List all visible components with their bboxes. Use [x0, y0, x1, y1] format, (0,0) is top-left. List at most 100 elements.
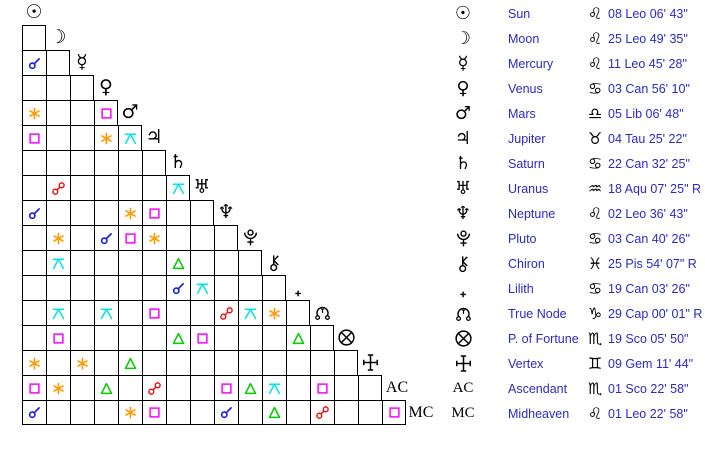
aspect-cell-uranus-saturn-quincunx [166, 175, 190, 200]
planet-name: Mercury [508, 56, 554, 71]
legend-row-truenode: True Node ♑ 29 Cap 00' 01" R [448, 301, 705, 326]
legend-row-pof: P. of Fortune ♏ 19 Sco 05' 50" [448, 326, 705, 351]
quincunx-aspect-icon [172, 183, 184, 194]
aspect-cell-empty [46, 200, 70, 225]
aspect-cell-vertex-mercury-sextile [70, 350, 94, 375]
aspect-cell-empty [238, 400, 262, 425]
aspect-cell-truenode-chiron-sextile [262, 300, 286, 325]
sextile-aspect-icon [101, 132, 112, 144]
square-aspect-icon [149, 207, 160, 219]
cancer-icon: ♋ [587, 153, 603, 173]
aspect-cell-empty [214, 275, 238, 300]
aspect-cell-truenode-moon-quincunx [46, 300, 70, 325]
diagonal-midheaven: MC [406, 400, 434, 425]
aspect-cell-empty [118, 175, 142, 200]
aspect-cell-ascendant-venus-trine [94, 375, 118, 400]
grid-row-vertex [22, 350, 382, 375]
aspect-cell-empty [70, 300, 94, 325]
aspect-cell-empty [70, 125, 94, 150]
quincunx-aspect-icon [100, 308, 113, 319]
aspect-cell-empty [22, 25, 46, 50]
trine-aspect-icon [172, 332, 185, 344]
aspect-cell-empty [22, 225, 46, 250]
sun-icon: ☉ [25, 1, 43, 23]
jupiter-icon: ♃ [145, 126, 163, 148]
legend-row-venus: ♀ Venus ♋ 03 Can 56' 10" [448, 76, 705, 101]
pluto-icon [454, 228, 473, 249]
diagonal-pof [334, 325, 358, 350]
trine-aspect-icon [100, 382, 113, 394]
mercury-icon: ☿ [76, 51, 88, 73]
aspect-cell-empty [22, 275, 46, 300]
diagonal-ascendant: AC [382, 375, 409, 400]
pisces-icon: ♓ [587, 253, 603, 273]
diagonal-neptune: ♆ [214, 200, 238, 225]
venus-icon: ♀ [99, 76, 113, 98]
aspect-cell-empty [334, 375, 358, 400]
aspect-cell-midheaven-mars-sextile [118, 400, 142, 425]
lilith-icon [454, 278, 473, 299]
neptune-icon: ♆ [454, 202, 472, 224]
quincunx-aspect-icon [268, 383, 281, 394]
legend-glyph-mercury: ☿ [448, 54, 478, 73]
conjunction-aspect-icon [100, 232, 112, 244]
aspect-cell-truenode-venus-quincunx [94, 300, 118, 325]
aspect-cell-empty [142, 175, 166, 200]
legend-glyph-neptune: ♆ [448, 202, 478, 224]
opposition-aspect-icon [220, 306, 233, 320]
aspect-cell-midheaven-truenode-opposition [310, 400, 334, 425]
aspect-cell-empty [22, 325, 46, 350]
quincunx-aspect-icon [244, 308, 257, 319]
aspect-cell-empty [118, 375, 142, 400]
vertex-icon [361, 352, 380, 373]
aspect-cell-empty [46, 100, 70, 125]
planet-name: True Node [508, 306, 567, 321]
grid-row-mercury: ☿ [22, 50, 94, 75]
trine-aspect-icon [292, 332, 305, 344]
aspect-cell-vertex-sun-sextile [22, 350, 46, 375]
mars-icon: ♂ [454, 102, 472, 124]
planet-position: 18 Aqu 07' 25" R [608, 181, 702, 196]
aspect-cell-empty [334, 350, 358, 375]
aspect-cell-empty [286, 300, 310, 325]
diagonal-moon: ☽ [46, 25, 70, 50]
planet-position: 11 Leo 45' 28" [608, 56, 687, 71]
diagonal-sun: ☉ [22, 0, 46, 25]
sextile-aspect-icon [77, 357, 88, 369]
legend-row-jupiter: ♃ Jupiter ♉ 04 Tau 25' 22" [448, 126, 705, 151]
aspect-cell-empty [214, 250, 238, 275]
planet-position: 22 Can 32' 25" [608, 156, 690, 171]
pluto-icon [241, 227, 260, 248]
aspect-cell-empty [142, 350, 166, 375]
aspect-cell-empty [22, 75, 46, 100]
planet-position: 09 Gem 11' 44" [608, 356, 694, 371]
legend-row-vertex: Vertex ♊ 09 Gem 11' 44" [448, 351, 705, 376]
conjunction-aspect-icon [28, 207, 40, 219]
aspect-cell-lilith-saturn-conjunction [166, 275, 190, 300]
aspect-cell-empty [310, 325, 334, 350]
planet-name: Neptune [508, 206, 556, 221]
aspect-cell-empty [94, 275, 118, 300]
pof-icon [454, 328, 473, 349]
aspect-cell-midheaven-neptune-conjunction [214, 400, 238, 425]
ascendant-icon: AC [385, 378, 409, 396]
legend-row-uranus: ♅ Uranus ♒ 18 Aqu 07' 25" R [448, 176, 705, 201]
planet-position: 01 Leo 22' 58" [608, 406, 688, 421]
planet-name: Jupiter [508, 131, 546, 146]
square-aspect-icon [388, 407, 400, 418]
aspect-cell-empty [166, 300, 190, 325]
sextile-aspect-icon [53, 382, 64, 394]
aspect-cell-empty [118, 325, 142, 350]
truenode-icon [313, 302, 332, 323]
planet-name: Lilith [508, 281, 534, 296]
grid-row-pluto [22, 225, 262, 250]
square-aspect-icon [29, 132, 40, 144]
saturn-icon: ♄ [454, 152, 472, 174]
aspect-cell-ascendant-moon-sextile [46, 375, 70, 400]
diagonal-chiron [262, 250, 286, 275]
aspect-cell-empty [94, 200, 118, 225]
conjunction-aspect-icon [172, 282, 184, 294]
square-aspect-icon [149, 307, 160, 319]
sextile-aspect-icon [125, 406, 136, 419]
legend-glyph-vertex [448, 353, 478, 374]
